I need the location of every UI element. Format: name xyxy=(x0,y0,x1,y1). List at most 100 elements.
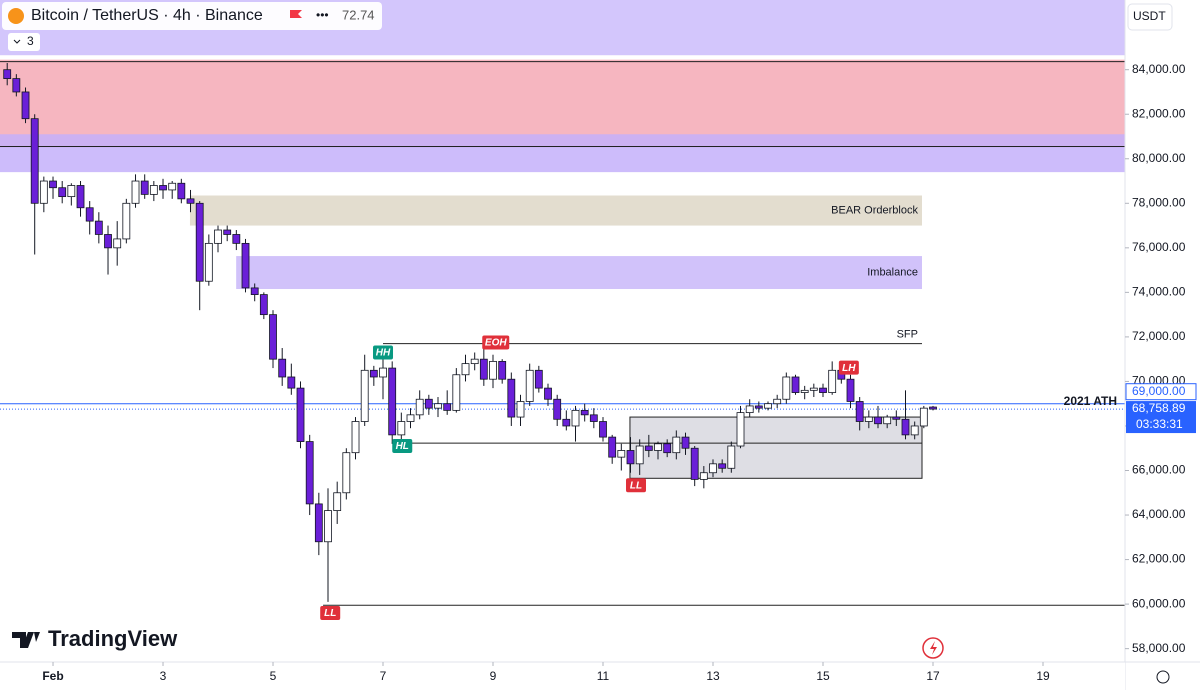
candle-body xyxy=(204,242,213,282)
candle-body xyxy=(800,389,809,393)
candle-body xyxy=(479,358,488,380)
countdown: 03:33:31 xyxy=(1136,417,1183,431)
zone xyxy=(236,256,922,290)
candle-body xyxy=(819,387,827,393)
candle-body xyxy=(498,360,507,380)
last-price-label: 68,758.89 xyxy=(1132,401,1186,415)
candle-body xyxy=(76,185,85,209)
marker-label: LL xyxy=(324,608,336,619)
x-tick-label: 3 xyxy=(160,669,167,683)
line-label: SFP xyxy=(897,328,918,340)
candle-body xyxy=(782,376,791,400)
marker-label: LH xyxy=(842,363,856,374)
candle-body xyxy=(654,443,662,451)
candle-body xyxy=(892,416,901,420)
line-label: 2021 ATH xyxy=(1064,394,1117,408)
candle-body xyxy=(461,363,470,376)
candle-body xyxy=(314,503,323,543)
candle-body xyxy=(223,229,232,235)
candle-body xyxy=(745,405,754,414)
candle-body xyxy=(709,463,717,474)
indicator-value: 72.74 xyxy=(342,7,375,22)
candle-body xyxy=(580,409,589,416)
alert-bolt xyxy=(930,641,937,655)
candle-body xyxy=(232,234,241,244)
time-axis-bg xyxy=(0,662,1125,690)
x-tick-label: 7 xyxy=(380,669,387,683)
candle-body xyxy=(562,418,571,427)
candle-body xyxy=(305,441,314,505)
zone-label: Imbalance xyxy=(867,266,918,278)
x-tick-label: 19 xyxy=(1036,669,1050,683)
candle-body xyxy=(140,180,149,195)
watermark: TradingView xyxy=(12,626,178,651)
candle-body xyxy=(324,510,332,543)
candle-body xyxy=(544,387,552,400)
currency-button[interactable] xyxy=(1127,3,1173,31)
candle-body xyxy=(424,398,433,409)
indicator-count: 3 xyxy=(27,34,34,48)
x-tick-label: 15 xyxy=(816,669,830,683)
candle-body xyxy=(534,369,543,389)
candle-body xyxy=(259,294,268,316)
x-tick-label: Feb xyxy=(42,669,63,683)
candle-body xyxy=(617,450,626,458)
candle-body xyxy=(599,421,607,438)
x-tick-label: 9 xyxy=(490,669,497,683)
candle-body xyxy=(131,180,140,204)
candle-body xyxy=(214,229,222,244)
candle-body xyxy=(736,412,745,447)
settings-icon[interactable] xyxy=(1156,670,1170,684)
plot-area: BEAR Orderblock Imbalance SFP 2021 ATH HH HL E… xyxy=(0,0,1125,621)
candle-body xyxy=(754,405,763,409)
candle-body xyxy=(379,367,387,378)
candle-body xyxy=(929,406,937,410)
x-tick-label: 13 xyxy=(706,669,720,683)
zone xyxy=(189,195,922,226)
more-icon[interactable]: ••• xyxy=(316,8,329,22)
collapse-box[interactable] xyxy=(8,33,40,51)
candle-body xyxy=(489,360,497,380)
candle-body xyxy=(525,369,534,402)
candle-body xyxy=(846,378,855,402)
marker-box xyxy=(320,606,341,621)
flag-icon[interactable] xyxy=(290,10,302,18)
candle-body xyxy=(434,403,442,409)
candle-body xyxy=(333,492,342,511)
candle-body xyxy=(663,443,672,454)
candle-body xyxy=(21,91,30,120)
x-tick-label: 17 xyxy=(926,669,940,683)
candle-body xyxy=(855,401,864,422)
candle-body xyxy=(507,378,516,418)
alert-icon[interactable] xyxy=(922,637,944,659)
candle-body xyxy=(571,409,580,427)
candle-body xyxy=(177,182,186,200)
candle-body xyxy=(727,445,736,469)
symbol-icon xyxy=(8,8,24,24)
marker-box xyxy=(482,335,510,350)
candle-body xyxy=(699,472,708,480)
candle-body xyxy=(635,445,644,465)
candle-body xyxy=(415,398,424,416)
candle-body xyxy=(3,69,12,80)
chevron xyxy=(13,39,21,44)
x-tick-label: 5 xyxy=(270,669,277,683)
candle-body xyxy=(360,369,369,422)
candle-body xyxy=(58,187,67,198)
marker-box xyxy=(838,360,859,375)
zone-label: BEAR Orderblock xyxy=(831,204,918,216)
candle-body xyxy=(278,358,287,378)
y-tick-label: 60,000.00 xyxy=(1132,596,1186,610)
candle-body xyxy=(443,403,452,411)
marker-box xyxy=(373,345,394,360)
candle-body xyxy=(864,416,873,422)
axes: 58,000.00 60,000.00 62,000.00 64,000.00 66,0… xyxy=(42,62,1197,683)
y-tick-label: 62,000.00 xyxy=(1132,552,1186,566)
marker-label: EOH xyxy=(485,338,507,349)
y-tick-label: 82,000.00 xyxy=(1132,106,1186,120)
candle-body xyxy=(608,436,617,458)
candle-body xyxy=(919,407,928,427)
candle-body xyxy=(910,425,919,436)
y-tick-label: 84,000.00 xyxy=(1132,62,1186,76)
